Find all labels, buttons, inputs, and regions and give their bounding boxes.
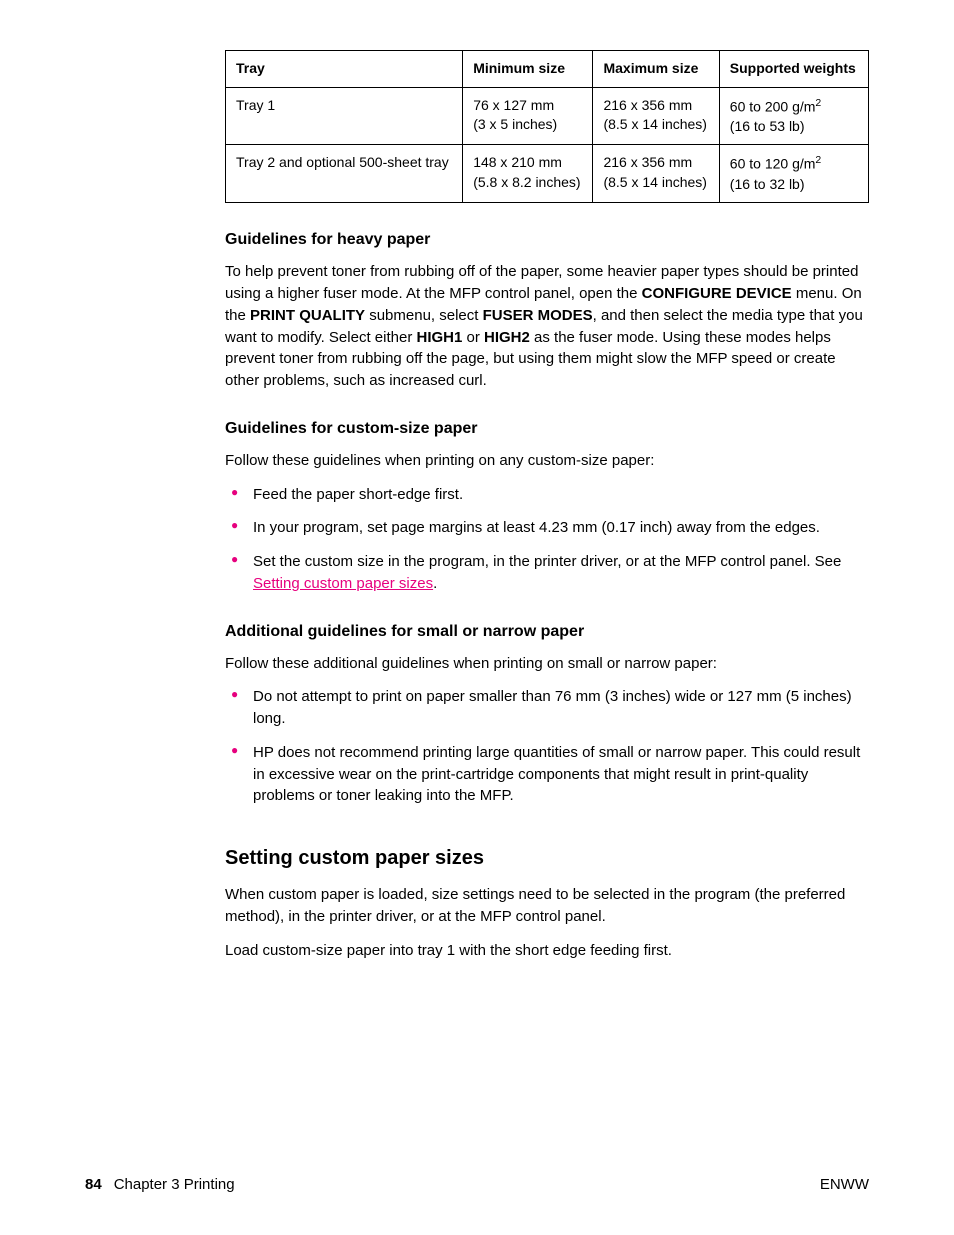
list-item: Do not attempt to print on paper smaller… (225, 686, 869, 730)
table-cell: 216 x 356 mm(8.5 x 14 inches) (593, 87, 719, 145)
footer-right: ENWW (820, 1176, 869, 1193)
table-cell: 60 to 200 g/m2(16 to 53 lb) (719, 87, 868, 145)
table-header: Minimum size (463, 51, 593, 88)
link-setting-custom-paper-sizes[interactable]: Setting custom paper sizes (253, 575, 433, 592)
list-item: In your program, set page margins at lea… (225, 517, 869, 539)
page-number: 84 (85, 1176, 102, 1193)
heading-custom-size: Guidelines for custom-size paper (225, 420, 869, 438)
table-cell: 148 x 210 mm(5.8 x 8.2 inches) (463, 145, 593, 203)
table-row: Tray 2 and optional 500-sheet tray 148 x… (226, 145, 869, 203)
heading-setting-custom-sizes: Setting custom paper sizes (225, 847, 869, 870)
list-item: Set the custom size in the program, in t… (225, 551, 869, 595)
chapter-label: Chapter 3 Printing (114, 1176, 235, 1193)
table-cell: 76 x 127 mm(3 x 5 inches) (463, 87, 593, 145)
heading-heavy-paper: Guidelines for heavy paper (225, 231, 869, 249)
paper-sizes-table: Tray Minimum size Maximum size Supported… (225, 50, 869, 203)
table-cell: 60 to 120 g/m2(16 to 32 lb) (719, 145, 868, 203)
table-header: Tray (226, 51, 463, 88)
table-cell: Tray 1 (226, 87, 463, 145)
bullet-list: Do not attempt to print on paper smaller… (225, 686, 869, 807)
bullet-list: Feed the paper short-edge first. In your… (225, 484, 869, 595)
paragraph: When custom paper is loaded, size settin… (225, 884, 869, 928)
page-footer: 84 Chapter 3 Printing ENWW (85, 1176, 869, 1193)
list-item: Feed the paper short-edge first. (225, 484, 869, 506)
paragraph: Load custom-size paper into tray 1 with … (225, 940, 869, 962)
footer-left: 84 Chapter 3 Printing (85, 1176, 235, 1193)
table-cell: 216 x 356 mm(8.5 x 14 inches) (593, 145, 719, 203)
list-item: HP does not recommend printing large qua… (225, 742, 869, 807)
heading-small-narrow: Additional guidelines for small or narro… (225, 623, 869, 641)
paragraph: Follow these guidelines when printing on… (225, 450, 869, 472)
table-row: Tray 1 76 x 127 mm(3 x 5 inches) 216 x 3… (226, 87, 869, 145)
table-header: Maximum size (593, 51, 719, 88)
table-cell: Tray 2 and optional 500-sheet tray (226, 145, 463, 203)
paragraph: Follow these additional guidelines when … (225, 653, 869, 675)
paragraph: To help prevent toner from rubbing off o… (225, 261, 869, 392)
table-header: Supported weights (719, 51, 868, 88)
